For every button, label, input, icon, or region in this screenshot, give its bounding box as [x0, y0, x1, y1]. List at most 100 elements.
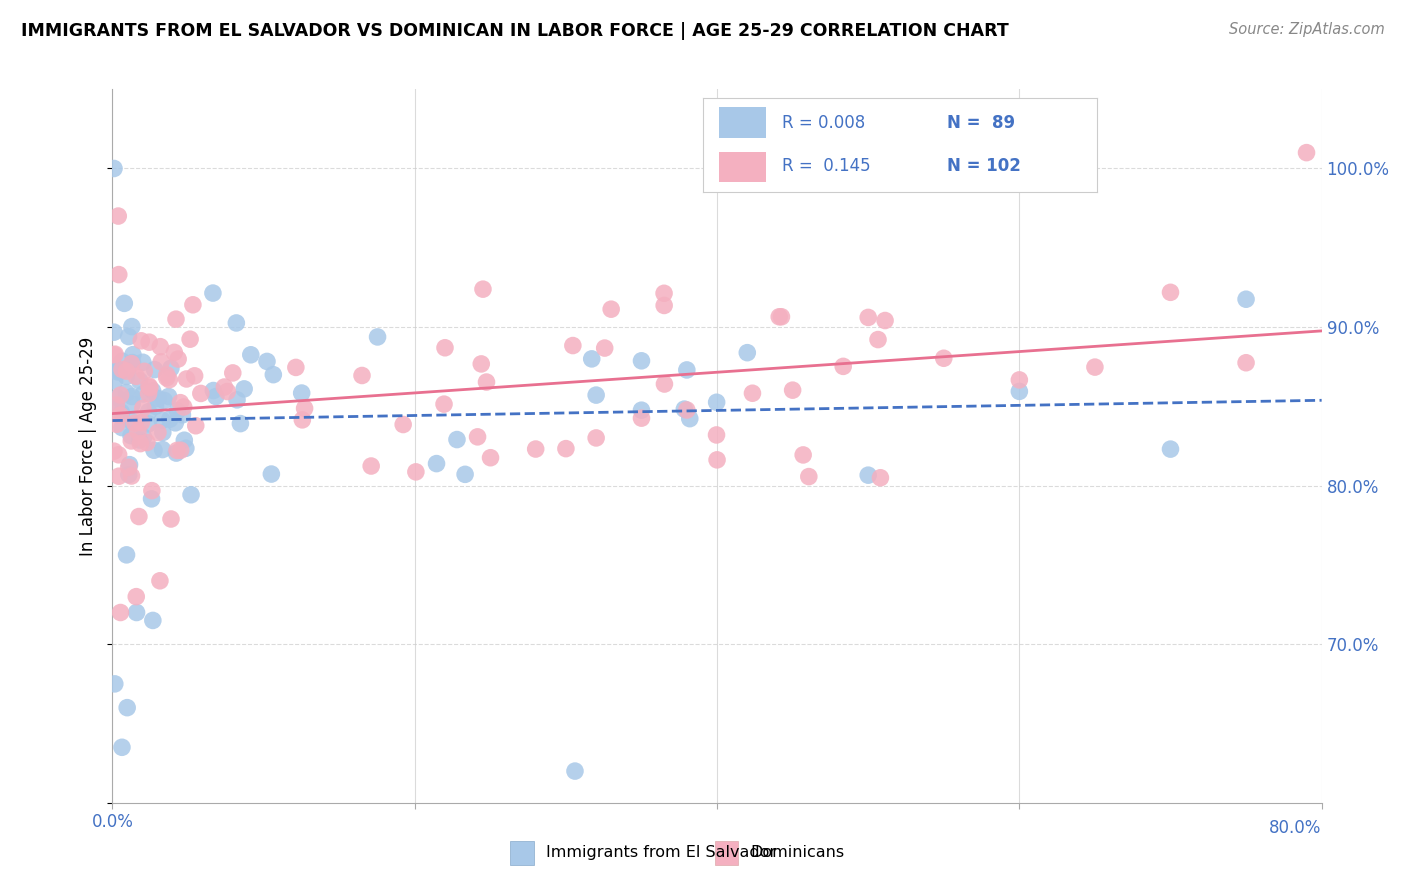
- Bar: [718, 108, 766, 138]
- Point: [524, 442, 547, 456]
- Point: [112, 296, 135, 310]
- Point: [118, 458, 141, 472]
- Point: [1159, 285, 1181, 300]
- Point: [652, 286, 675, 301]
- Point: [115, 700, 138, 714]
- Point: [157, 390, 180, 404]
- Point: [142, 614, 165, 628]
- Point: [157, 373, 180, 387]
- Point: [585, 388, 607, 402]
- Point: [201, 286, 224, 301]
- Point: [392, 417, 415, 432]
- Point: [1008, 384, 1031, 399]
- Point: [150, 355, 173, 369]
- Point: [111, 354, 134, 368]
- Point: [165, 416, 187, 430]
- Point: [291, 386, 314, 401]
- Point: [176, 372, 198, 386]
- Point: [121, 319, 143, 334]
- Text: N = 102: N = 102: [948, 158, 1021, 176]
- Point: [110, 388, 132, 402]
- Point: [110, 606, 132, 620]
- Point: [770, 310, 793, 324]
- Point: [1084, 360, 1107, 375]
- Point: [630, 411, 652, 425]
- Point: [143, 443, 166, 458]
- Point: [284, 360, 307, 375]
- Point: [654, 377, 676, 392]
- Point: [146, 392, 169, 406]
- Point: [104, 347, 127, 361]
- Point: [153, 393, 176, 408]
- Point: [111, 420, 134, 434]
- Point: [229, 417, 252, 431]
- Point: [160, 361, 183, 376]
- Point: [163, 345, 186, 359]
- Point: [120, 428, 142, 442]
- Point: [121, 469, 143, 483]
- Point: [239, 348, 262, 362]
- Point: [118, 460, 141, 475]
- Point: [630, 353, 652, 368]
- Point: [262, 368, 284, 382]
- Point: [792, 448, 814, 462]
- Point: [152, 425, 174, 440]
- Point: [581, 351, 603, 366]
- Point: [142, 384, 165, 398]
- Point: [446, 433, 468, 447]
- Point: [141, 491, 163, 506]
- Point: [138, 417, 160, 431]
- Point: [433, 397, 456, 411]
- Point: [156, 370, 179, 384]
- Point: [561, 338, 583, 352]
- Point: [875, 313, 897, 327]
- Point: [832, 359, 855, 374]
- Point: [205, 390, 228, 404]
- Point: [138, 386, 160, 401]
- Point: [184, 418, 207, 433]
- Point: [131, 416, 153, 430]
- Point: [741, 386, 763, 401]
- Point: [706, 453, 728, 467]
- Point: [121, 355, 143, 369]
- Point: [138, 404, 160, 418]
- Point: [120, 413, 142, 427]
- Text: R = 0.008: R = 0.008: [782, 114, 865, 132]
- Point: [706, 428, 728, 442]
- Point: [294, 401, 316, 416]
- Point: [111, 740, 134, 755]
- Point: [120, 434, 142, 448]
- Point: [467, 430, 489, 444]
- Point: [103, 360, 125, 375]
- Point: [139, 381, 162, 395]
- Point: [600, 302, 623, 317]
- Point: [350, 368, 373, 383]
- Point: [103, 348, 125, 362]
- Point: [121, 397, 143, 411]
- Point: [128, 509, 150, 524]
- Point: [425, 457, 447, 471]
- Point: [132, 387, 155, 401]
- Point: [149, 340, 172, 354]
- Point: [554, 442, 576, 456]
- Point: [138, 379, 160, 393]
- Point: [180, 488, 202, 502]
- Point: [233, 382, 256, 396]
- Point: [105, 417, 128, 432]
- Bar: [510, 841, 534, 864]
- Point: [183, 368, 205, 383]
- Point: [675, 363, 697, 377]
- Point: [118, 467, 141, 482]
- Point: [165, 312, 187, 326]
- Point: [1159, 442, 1181, 456]
- Bar: [714, 841, 738, 864]
- Text: IMMIGRANTS FROM EL SALVADOR VS DOMINICAN IN LABOR FORCE | AGE 25-29 CORRELATION : IMMIGRANTS FROM EL SALVADOR VS DOMINICAN…: [21, 22, 1010, 40]
- Point: [156, 368, 179, 382]
- Point: [166, 403, 188, 417]
- Text: Immigrants from El Salvador: Immigrants from El Salvador: [546, 846, 776, 860]
- Point: [291, 413, 314, 427]
- Point: [143, 362, 166, 376]
- Point: [181, 298, 204, 312]
- Point: [479, 450, 502, 465]
- Point: [737, 345, 759, 359]
